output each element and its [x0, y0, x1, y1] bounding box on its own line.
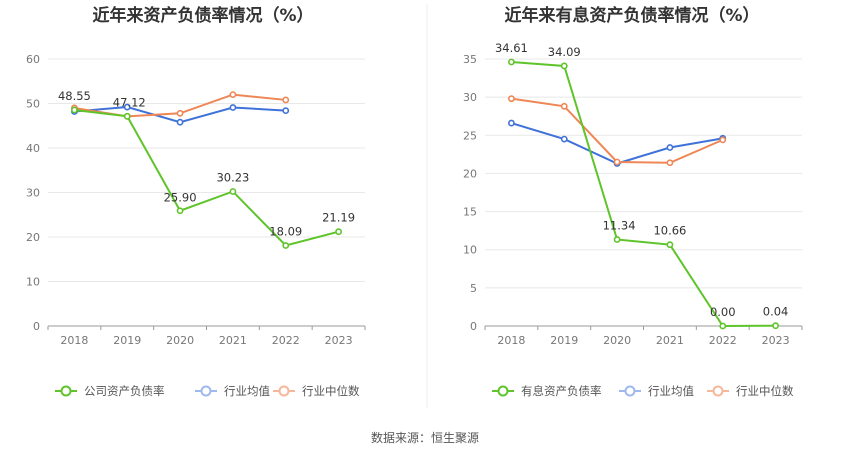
chart2-legend-marker-icon	[624, 385, 636, 397]
chart1-x-tick-label: 2020	[166, 334, 194, 347]
chart2-legend-marker-icon	[497, 385, 509, 397]
chart1-data-point	[176, 109, 184, 117]
chart1-data-label: 21.19	[322, 211, 355, 225]
chart1-y-tick-label: 60	[26, 53, 40, 66]
chart2-y-tick-label: 35	[463, 53, 477, 66]
chart1-legend-item-2[interactable]: 行业均值	[195, 384, 270, 398]
chart1-x-tick-label: 2021	[219, 334, 247, 347]
chart2-data-point	[508, 119, 515, 127]
chart2-data-point	[613, 158, 621, 166]
chart1-data-point	[282, 107, 290, 115]
chart2-y-tick-label: 15	[463, 206, 477, 219]
chart1-data-label: 18.09	[269, 224, 302, 238]
chart1-data-point	[123, 103, 131, 111]
chart2-y-tick-label: 10	[463, 244, 477, 257]
chart2-y-tick-label: 5	[470, 282, 477, 295]
chart2-series-line-3	[511, 97, 724, 164]
chart2-title: 近年来有息资产负债率情况（%）	[504, 5, 759, 26]
chart2-data-label: 11.34	[603, 218, 636, 232]
chart2-legend-label: 行业中位数	[736, 384, 794, 398]
chart2-series-line-2	[511, 122, 723, 165]
chart2-data-point	[508, 95, 515, 103]
chart1-legend-item-1[interactable]: 公司资产负债率	[55, 384, 165, 398]
chart1-data-point	[335, 228, 342, 236]
chart2-data-label: 34.61	[495, 41, 528, 55]
chart2-data-point	[560, 62, 568, 70]
chart1-data-point	[229, 91, 237, 98]
chart2-data-point	[666, 241, 674, 249]
chart1-data-point	[229, 188, 237, 195]
chart2-y-tick-label: 30	[463, 91, 477, 104]
chart2-data-point	[560, 102, 568, 110]
chart-panel-1: 近年来资产负债率情况（%） 0 10 20 30 40 50 60 2018 2019 2020 20…	[26, 5, 366, 398]
chart1-data-label: 48.55	[58, 89, 91, 103]
chart1-data-point	[71, 106, 78, 114]
chart1-legend-marker-icon	[278, 385, 290, 397]
chart1-data-label: 47.12	[113, 95, 146, 109]
chart2-data-point	[719, 136, 727, 144]
chart2-data-label: 34.09	[548, 45, 581, 59]
chart2-y-tick-label: 20	[463, 167, 477, 180]
chart1-series-line-1	[74, 108, 339, 247]
chart1-data-point	[123, 112, 131, 120]
chart1-legend-item-3[interactable]: 行业中位数	[273, 384, 360, 398]
chart2-x-tick-label: 2022	[709, 334, 737, 347]
chart1-legend-label: 公司资产负债率	[84, 384, 165, 398]
chart2-data-point	[508, 58, 515, 66]
chart1-legend-label: 行业中位数	[302, 384, 360, 398]
chart1-title: 近年来资产负债率情况（%）	[92, 5, 313, 26]
chart1-legend-marker-icon	[200, 385, 212, 397]
chart1-data-point	[176, 118, 184, 126]
chart1-x-tick-label: 2018	[60, 334, 88, 347]
chart1-data-label: 30.23	[216, 170, 249, 184]
chart1-x-tick-label: 2019	[113, 334, 141, 347]
chart1-y-tick-label: 50	[26, 98, 40, 111]
chart2-x-tick-label: 2021	[656, 334, 684, 347]
chart2-data-point	[613, 236, 621, 243]
chart2-y-tick-label: 0	[470, 320, 477, 333]
chart1-y-tick-label: 0	[33, 320, 40, 333]
chart1-x-tick-label: 2023	[325, 334, 353, 347]
chart2-x-tick-label: 2019	[550, 334, 578, 347]
chart2-data-point	[772, 322, 779, 330]
chart1-x-tick-label: 2022	[272, 334, 300, 347]
chart1-y-tick-label: 40	[26, 142, 40, 155]
chart1-y-tick-label: 10	[26, 276, 40, 289]
chart1-data-point	[282, 242, 290, 249]
chart1-data-label: 25.90	[164, 191, 197, 205]
chart2-data-point	[719, 322, 727, 330]
chart2-data-label: 0.00	[710, 305, 736, 319]
chart-panel-2: 近年来有息资产负债率情况（%） 0 5 10 15 20 25 30 35 2018 2019 202…	[463, 5, 803, 398]
chart1-data-point	[282, 96, 290, 104]
chart2-legend-item-3[interactable]: 行业中位数	[707, 384, 794, 398]
chart1-legend-label: 行业均值	[224, 384, 270, 398]
chart1-data-point	[176, 207, 184, 215]
chart1-y-tick-label: 20	[26, 231, 40, 244]
chart2-data-label: 10.66	[653, 224, 686, 238]
chart2-legend-label: 有息资产负债率	[521, 384, 602, 398]
chart2-legend-marker-icon	[712, 385, 724, 397]
chart2-x-tick-label: 2020	[603, 334, 631, 347]
chart2-legend-label: 行业均值	[648, 384, 694, 398]
chart2-x-tick-label: 2023	[762, 334, 790, 347]
chart2-x-tick-label: 2018	[497, 334, 525, 347]
chart2-series-line-1	[511, 60, 776, 328]
chart2-data-label: 0.04	[763, 305, 789, 319]
chart1-data-point	[229, 104, 237, 111]
chart1-y-tick-label: 30	[26, 187, 40, 200]
chart2-y-tick-label: 25	[463, 129, 477, 142]
chart2-data-point	[666, 144, 674, 151]
chart2-data-point	[666, 159, 674, 167]
chart1-legend-marker-icon	[60, 385, 72, 397]
chart2-data-point	[560, 135, 568, 143]
chart2-legend-item-1[interactable]: 有息资产负债率	[492, 384, 602, 398]
data-source-note: 数据来源：恒生聚源	[371, 430, 479, 445]
chart2-legend-item-2[interactable]: 行业均值	[619, 384, 694, 398]
